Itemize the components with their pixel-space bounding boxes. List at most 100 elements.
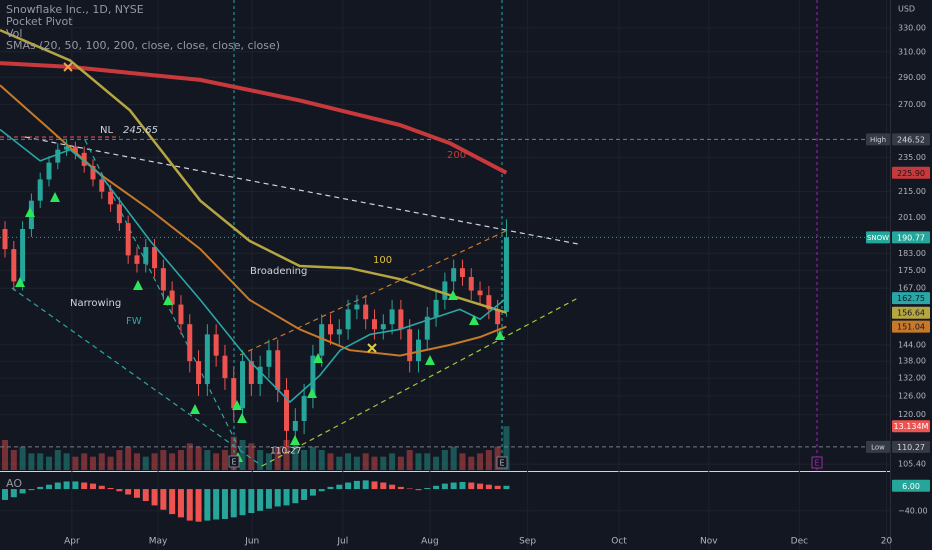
- pivot-marker: [133, 280, 143, 290]
- pivot-marker: [237, 413, 247, 423]
- price-tag: [892, 420, 930, 433]
- price-tag-label: 151.04: [897, 323, 925, 332]
- volume-bar: [406, 450, 413, 470]
- candle-body: [459, 268, 465, 277]
- candle-body: [380, 324, 386, 330]
- ao-bar: [318, 489, 325, 492]
- candle-body: [196, 361, 202, 384]
- cross-marker: [63, 62, 73, 72]
- price-tag: [892, 479, 930, 492]
- ao-bar: [107, 487, 114, 490]
- y-tick-label: 290.00: [898, 73, 926, 82]
- candle-body: [371, 319, 377, 330]
- volume-bar: [415, 453, 422, 470]
- y-tick-label: −40.00: [898, 506, 928, 515]
- candle-body: [354, 304, 360, 310]
- candle-body: [143, 247, 149, 264]
- volume-bar: [239, 440, 246, 470]
- x-tick-label: 20: [881, 537, 893, 547]
- trend-line: [24, 136, 579, 245]
- tag-name-box: [866, 231, 890, 244]
- tag-name-box: [866, 440, 890, 453]
- tag-name-box: [866, 133, 890, 146]
- volume-bar: [459, 453, 466, 470]
- ao-bar: [239, 489, 246, 516]
- price-tag: [892, 306, 930, 319]
- trend-line: [239, 229, 509, 356]
- candle-body: [442, 281, 448, 300]
- pivot-marker: [313, 353, 323, 363]
- ao-bar: [397, 486, 404, 490]
- candle-body: [240, 361, 246, 409]
- pivot-marker: [425, 355, 435, 365]
- ao-bar: [406, 488, 413, 490]
- y-tick-label: 105.40: [898, 460, 926, 469]
- signals: [15, 62, 505, 462]
- volume-bar: [45, 456, 52, 470]
- earnings-box: [228, 455, 240, 468]
- earnings-box: [496, 456, 508, 469]
- volume-bar: [116, 450, 123, 470]
- volume-bar: [72, 456, 79, 470]
- y-tick-label: 183.00: [898, 249, 926, 258]
- ao-bar: [415, 489, 422, 491]
- price-tag: [892, 133, 930, 146]
- volume-bar: [221, 450, 228, 470]
- y-tick-label: 167.00: [898, 284, 926, 293]
- ao-bar: [186, 489, 193, 521]
- volume-bar: [353, 456, 360, 470]
- volume-bar: [89, 456, 96, 470]
- candle-body: [424, 316, 430, 340]
- ao-bar: [125, 489, 132, 495]
- moving-average: [0, 61, 508, 175]
- candle-body: [257, 366, 263, 384]
- candle-body: [275, 350, 281, 390]
- y-tick-label: 175.00: [898, 266, 926, 275]
- annotation: 200: [447, 150, 466, 161]
- volume-bar: [151, 453, 158, 470]
- legend: Snowflake Inc., 1D, NYSE Pocket Pivot Vo…: [6, 3, 280, 490]
- earnings-markers: E E E: [228, 455, 823, 469]
- pivot-marker: [15, 277, 25, 287]
- candle-body: [415, 339, 421, 362]
- ao-bar: [72, 481, 79, 490]
- volume-bar: [362, 453, 369, 470]
- currency: USD: [898, 5, 915, 14]
- candle-body: [213, 334, 219, 356]
- candle-body: [204, 334, 210, 384]
- volume-bar: [195, 446, 202, 470]
- candle-body: [231, 378, 237, 409]
- candle-body: [363, 304, 369, 320]
- volume-bar: [28, 453, 35, 470]
- y-tick-label: 330.00: [898, 23, 926, 32]
- annotation: 110.27: [270, 447, 302, 457]
- volume-bar: [318, 450, 325, 470]
- candle-body: [451, 268, 457, 282]
- y-tick-label: 120.00: [898, 410, 926, 419]
- price-tag-label: 190.77: [897, 233, 925, 242]
- volume-bar: [433, 456, 440, 470]
- candle-body: [301, 395, 307, 421]
- ao-bar: [441, 483, 448, 490]
- ao-bar: [133, 489, 140, 498]
- ao-bar: [371, 481, 378, 490]
- ao-bar: [98, 485, 105, 490]
- candle-body: [169, 290, 175, 305]
- pivot-marker: [290, 435, 300, 445]
- candle-body: [125, 223, 131, 256]
- ao-bar: [81, 482, 88, 490]
- ao-bar: [257, 489, 264, 511]
- volume-bar: [274, 446, 281, 470]
- candle-body: [336, 329, 342, 335]
- candle-body: [477, 290, 483, 296]
- volume-bar: [389, 453, 396, 470]
- ao-bar: [345, 482, 352, 490]
- trend-line: [261, 297, 579, 467]
- tag-name: SNOW: [867, 234, 889, 242]
- ao-bar: [380, 482, 387, 490]
- volume-bar: [204, 450, 211, 470]
- ao-bar: [336, 484, 343, 490]
- ao-bar: [2, 489, 9, 500]
- candle-body: [64, 146, 70, 150]
